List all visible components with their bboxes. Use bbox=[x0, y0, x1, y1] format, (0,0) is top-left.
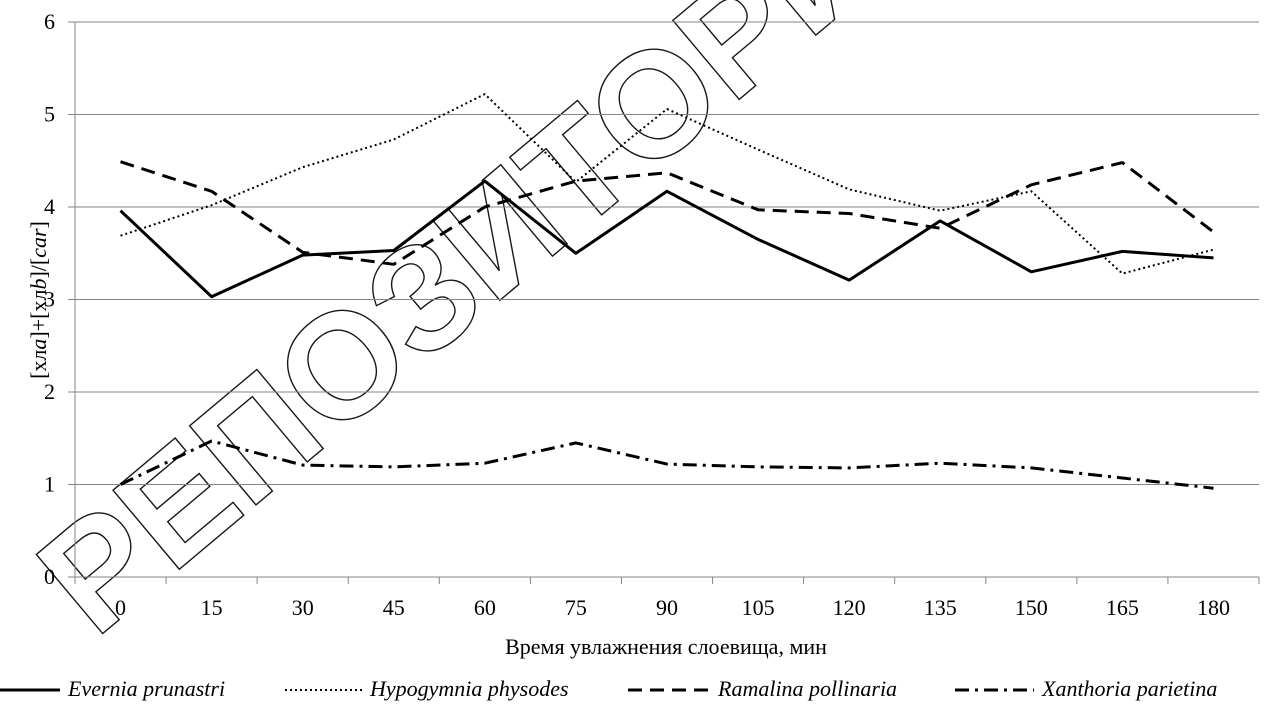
x-tick-label: 60 bbox=[474, 595, 496, 620]
x-tick-label: 45 bbox=[383, 595, 405, 620]
legend: Evernia prunastri Hypogymnia physodes Rama… bbox=[0, 676, 1217, 701]
y-tick-label: 2 bbox=[44, 379, 55, 404]
x-tick-label: 120 bbox=[833, 595, 866, 620]
y-tick-label: 6 bbox=[44, 9, 55, 34]
y-tick-label: 5 bbox=[44, 102, 55, 127]
series-line-xanthoria-parietina bbox=[119, 439, 1214, 490]
y-tick-label: 0 bbox=[44, 564, 55, 589]
y-tick-label: 3 bbox=[44, 287, 55, 312]
series-lines bbox=[119, 93, 1215, 490]
watermark: РЕПОЗИТОРИЙ ГГУ bbox=[7, 0, 1229, 665]
x-axis-label: Время увлажнения слоевища, мин bbox=[505, 634, 827, 659]
series-line-hypogymnia-physodes bbox=[120, 93, 1214, 275]
y-tick-labels: 0 1 2 3 4 5 6 bbox=[44, 9, 55, 589]
gridlines bbox=[75, 21, 1259, 485]
x-tick-labels: 0 15 30 45 60 75 90 105 120 135 150 165 180 bbox=[115, 595, 1230, 620]
x-tick-label: 150 bbox=[1015, 595, 1048, 620]
x-tick-label: 90 bbox=[656, 595, 678, 620]
x-tick-label: 105 bbox=[742, 595, 775, 620]
x-tick-label: 0 bbox=[115, 595, 126, 620]
x-tick-label: 15 bbox=[201, 595, 223, 620]
x-tick-label: 135 bbox=[924, 595, 957, 620]
legend-label: Hypogymnia physodes bbox=[369, 676, 569, 701]
axes bbox=[68, 21, 1260, 584]
series-line-ramalina-pollinaria bbox=[120, 160, 1215, 266]
y-axis-label: [хлa]+[хлb]/[car] bbox=[26, 221, 51, 379]
x-tick-label: 30 bbox=[292, 595, 314, 620]
legend-label: Evernia prunastri bbox=[67, 676, 225, 701]
y-tick-label: 1 bbox=[44, 472, 55, 497]
x-tick-label: 165 bbox=[1106, 595, 1139, 620]
legend-label: Ramalina pollinaria bbox=[717, 676, 897, 701]
y-tick-label: 4 bbox=[44, 194, 55, 219]
x-tick-label: 180 bbox=[1197, 595, 1230, 620]
legend-label: Xanthoria parietina bbox=[1041, 676, 1217, 701]
x-tick-label: 75 bbox=[565, 595, 587, 620]
series-line-evernia-prunastri bbox=[119, 179, 1214, 299]
